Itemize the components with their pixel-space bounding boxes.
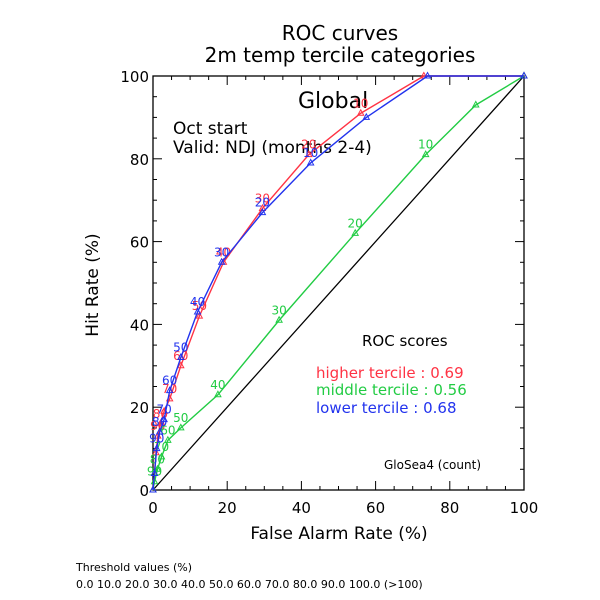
roc-scores-title: ROC scores	[362, 332, 448, 350]
data-point	[520, 71, 528, 79]
y-tick-label: 80	[130, 151, 149, 169]
threshold-label: 80	[150, 452, 165, 466]
data-point	[258, 208, 267, 216]
model-label: GloSea4 (count)	[384, 458, 481, 472]
data-point	[275, 315, 283, 323]
data-point	[304, 150, 313, 158]
y-axis-label: Hit Rate (%)	[83, 233, 103, 336]
data-point	[160, 415, 168, 423]
threshold-label: 70	[156, 403, 171, 417]
x-tick-label: 80	[440, 499, 459, 517]
no-skill-diagonal	[152, 75, 525, 491]
y-tick-label: 20	[130, 399, 149, 417]
data-point	[165, 386, 174, 394]
threshold-label: 60	[160, 423, 175, 437]
threshold-label: 50	[173, 411, 188, 425]
data-point	[362, 112, 371, 120]
threshold-values: 0.0 10.0 20.0 30.0 40.0 50.0 60.0 70.0 8…	[76, 578, 423, 591]
x-tick-label: 40	[292, 499, 311, 517]
y-tick-label: 40	[130, 316, 149, 334]
y-tick-label: 100	[120, 68, 149, 86]
start-label: Oct start	[173, 119, 248, 139]
x-tick-label: 0	[148, 499, 158, 517]
data-point	[356, 108, 365, 116]
threshold-label: 20	[348, 216, 363, 230]
threshold-label: 60	[162, 374, 177, 388]
threshold-label: 10	[303, 146, 318, 160]
threshold-label: 30	[271, 303, 286, 317]
series-layer: 9080706050403020109080706050403020109080…	[147, 71, 528, 493]
data-point	[214, 390, 222, 398]
data-point	[153, 464, 162, 472]
region-label: Global	[298, 89, 368, 114]
threshold-caption: Threshold values (%)	[76, 561, 193, 574]
data-point	[156, 419, 165, 427]
data-point	[150, 468, 159, 476]
score-middle-tercile: middle tercile : 0.56	[316, 381, 467, 399]
x-tick-labels: 0 20 40 60 80 100	[148, 499, 538, 517]
threshold-label: 20	[255, 196, 270, 210]
data-point	[149, 485, 157, 493]
data-point	[176, 361, 185, 369]
data-point	[258, 203, 267, 211]
threshold-label: 10	[353, 96, 368, 110]
threshold-label: 30	[214, 245, 229, 259]
threshold-label: 90	[149, 432, 164, 446]
x-axis-label: False Alarm Rate (%)	[250, 524, 427, 544]
data-point	[423, 71, 432, 79]
y-tick-label: 60	[130, 234, 149, 252]
data-point	[176, 352, 185, 361]
threshold-label: 40	[190, 295, 205, 309]
data-point	[351, 228, 360, 236]
threshold-label: 50	[173, 341, 188, 355]
threshold-label: 20	[301, 138, 316, 152]
score-higher-tercile: higher tercile : 0.69	[316, 364, 464, 382]
data-point	[176, 423, 185, 431]
chart-subtitle: 2m temp tercile categories	[205, 43, 476, 67]
threshold-label: 40	[210, 378, 225, 392]
data-point	[152, 444, 161, 452]
data-point	[157, 452, 166, 460]
data-point	[306, 158, 315, 166]
x-tick-label: 60	[366, 499, 385, 517]
score-lower-tercile: lower tercile : 0.68	[316, 399, 457, 417]
x-tick-label: 20	[218, 499, 237, 517]
threshold-label: 50	[192, 299, 207, 313]
data-point	[150, 477, 159, 485]
data-point	[193, 307, 202, 315]
valid-label: Valid: NDJ (months 2-4)	[173, 138, 372, 158]
x-tick-label: 100	[510, 499, 539, 517]
threshold-label: 10	[418, 138, 433, 152]
data-point	[155, 427, 164, 435]
data-point	[195, 311, 204, 319]
data-point	[421, 150, 430, 158]
chart-title: ROC curves	[282, 21, 398, 45]
y-tick-labels: 0 20 40 60 80 100	[120, 68, 149, 500]
data-point	[217, 257, 226, 265]
data-point	[163, 435, 172, 443]
threshold-label: 80	[152, 415, 167, 429]
y-tick-label: 0	[139, 482, 149, 500]
data-point	[471, 100, 480, 108]
threshold-label: 30	[255, 191, 270, 205]
